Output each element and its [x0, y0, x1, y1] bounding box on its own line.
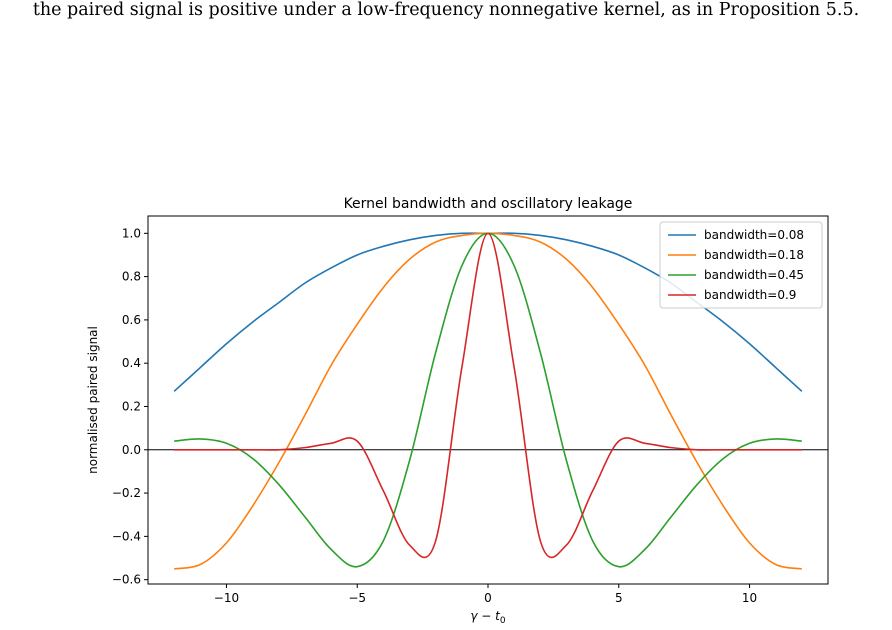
x-axis-label-main: γ − t [470, 609, 501, 623]
tick-layer: −10 −5 0 5 10 −0.6 −0.4 −0.2 0.0 0.2 0.4 0.6 0.8 1.0 [112, 226, 757, 605]
legend: bandwidth=0.08 bandwidth=0.18 bandwidth=0.… [659, 221, 823, 309]
x-tick-label: −10 [214, 591, 239, 605]
x-tick-label: 10 [742, 591, 757, 605]
y-tick-label: 0.8 [122, 270, 141, 284]
y-tick-label: 0.2 [122, 399, 141, 413]
figure-caption: the paired signal is positive under a lo… [32, 0, 860, 20]
y-tick-label: −0.4 [112, 529, 141, 543]
legend-box [659, 221, 823, 309]
x-tick-label: 0 [484, 591, 492, 605]
y-tick-label: 0.0 [122, 443, 141, 457]
x-tick-label: 5 [615, 591, 623, 605]
x-axis-label-subscript: 0 [500, 616, 506, 626]
y-tick-label: 1.0 [122, 226, 141, 240]
y-tick-label: −0.6 [112, 573, 141, 587]
series-line-4 [174, 232, 802, 559]
x-tick-label: −5 [348, 591, 366, 605]
y-tick-label: −0.2 [112, 486, 141, 500]
y-tick-label: 0.6 [122, 313, 141, 327]
legend-label: bandwidth=0.18 [704, 248, 804, 262]
legend-label: bandwidth=0.45 [704, 268, 804, 282]
y-tick-label: 0.4 [122, 356, 141, 370]
x-axis-label: γ − t0 [470, 609, 506, 626]
chart-title: Kernel bandwidth and oscillatory leakage [344, 196, 633, 212]
y-axis-label: normalised paired signal [86, 326, 100, 474]
legend-label: bandwidth=0.9 [704, 288, 796, 302]
legend-label: bandwidth=0.08 [704, 228, 804, 242]
